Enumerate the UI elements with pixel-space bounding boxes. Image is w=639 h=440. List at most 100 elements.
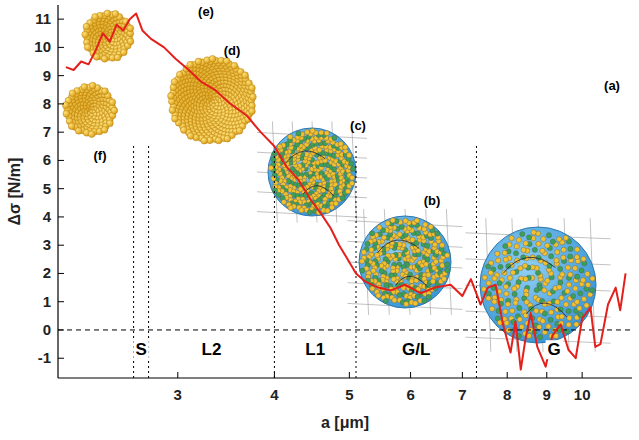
region-label: L2: [202, 340, 222, 359]
y-axis-line: [57, 5, 58, 378]
y-tick-label: 3: [43, 236, 51, 253]
particle: [564, 329, 569, 334]
label-patch: [303, 340, 327, 359]
particle: [319, 130, 324, 135]
contour: [503, 257, 555, 273]
y-tick: [58, 103, 64, 104]
particle: [268, 165, 273, 170]
particle: [542, 288, 547, 293]
particle: [578, 291, 583, 296]
particle: [517, 317, 522, 322]
particle: [276, 192, 281, 197]
particle: [383, 298, 388, 303]
particle: [505, 302, 510, 307]
particle: [172, 115, 179, 122]
particle: [409, 279, 414, 284]
particle: [120, 49, 127, 56]
particle: [112, 10, 119, 17]
particle: [581, 256, 586, 261]
particle: [536, 241, 541, 246]
y-tick-label: 7: [43, 123, 51, 140]
particle: [169, 107, 176, 114]
region-label: G/L: [402, 340, 430, 359]
particle: [168, 92, 175, 99]
particle: [558, 266, 563, 271]
particle: [392, 298, 397, 303]
particle: [215, 137, 222, 144]
x-axis-line: [58, 377, 632, 378]
particle: [492, 299, 497, 304]
particle: [329, 205, 334, 210]
particle: [374, 252, 379, 257]
particle: [111, 107, 118, 114]
y-tick-label: 8: [43, 95, 51, 112]
y-tick: [58, 47, 64, 48]
particle: [532, 247, 537, 252]
x-tick-label: 6: [406, 386, 414, 403]
particle: [209, 55, 216, 62]
particle: [567, 315, 572, 320]
particle: [305, 130, 310, 135]
particle: [340, 196, 345, 201]
particle: [523, 241, 528, 246]
particle: [510, 270, 515, 275]
region-boundary: [356, 145, 357, 378]
particle: [271, 157, 276, 162]
particle: [492, 276, 497, 281]
particle: [68, 123, 75, 130]
particle: [565, 265, 570, 270]
sphere-illustration: [62, 82, 117, 137]
particle: [555, 299, 560, 304]
particle: [590, 276, 595, 281]
particle: [346, 153, 351, 158]
sphere-illustration: [168, 55, 257, 144]
particle: [281, 199, 286, 204]
particle: [579, 268, 584, 273]
particle: [503, 244, 508, 249]
particle: [403, 218, 408, 223]
y-tick: [58, 245, 64, 246]
particle: [563, 302, 568, 307]
x-tick: [177, 372, 178, 378]
particle: [520, 231, 525, 236]
sphere-illustration: [257, 121, 367, 222]
particle: [425, 243, 430, 248]
particle: [535, 270, 540, 275]
particle: [568, 246, 573, 251]
x-tick-label: 8: [503, 386, 511, 403]
particle: [415, 231, 420, 236]
particle: [288, 134, 293, 139]
panel-annotation: (a): [604, 78, 620, 93]
particle: [249, 85, 256, 92]
particle: [127, 25, 134, 32]
particle: [554, 258, 559, 263]
y-tick: [58, 19, 64, 20]
particle: [423, 222, 428, 227]
particle: [426, 272, 431, 277]
x-tick-label: 9: [543, 386, 551, 403]
particle: [516, 237, 521, 242]
particle: [345, 189, 350, 194]
particle: [561, 255, 566, 260]
particle: [545, 278, 550, 283]
particle: [288, 205, 293, 210]
particle: [502, 250, 507, 255]
y-tick: [58, 301, 64, 302]
y-tick: [58, 75, 64, 76]
particle: [440, 263, 445, 268]
particle: [542, 311, 547, 316]
particle: [545, 243, 550, 248]
x-tick: [582, 372, 583, 378]
label-patch: [200, 340, 224, 359]
particle: [444, 262, 449, 267]
particle: [513, 300, 518, 305]
particle: [81, 83, 88, 90]
particle: [176, 71, 183, 78]
particle: [549, 310, 554, 315]
particle: [519, 324, 524, 329]
particle: [504, 291, 509, 296]
particle: [350, 166, 355, 171]
particle: [496, 258, 501, 263]
particle: [541, 236, 546, 241]
y-tick-label: 5: [43, 180, 51, 197]
